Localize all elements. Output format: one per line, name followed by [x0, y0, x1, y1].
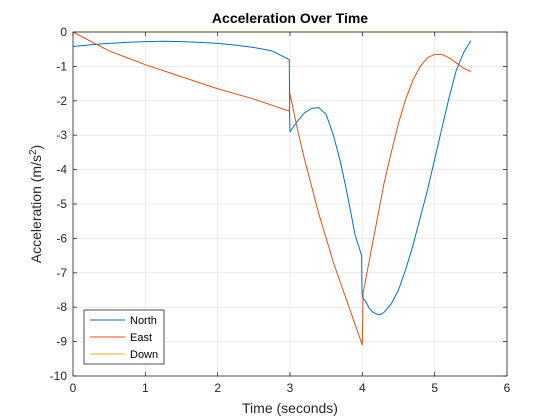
x-tick-label: 4 — [359, 381, 366, 395]
y-tick-label: -4 — [56, 163, 67, 177]
legend-label-north: North — [130, 315, 157, 327]
x-tick-label: 1 — [142, 381, 149, 395]
y-tick-label: -6 — [56, 231, 67, 245]
y-tick-label: -2 — [56, 94, 67, 108]
x-tick-label: 6 — [504, 381, 511, 395]
ticks: 0 1 2 3 4 5 6 0 -1 -2 -3 -4 -5 -6 -7 -8 -9 -10 — [50, 25, 511, 395]
legend: North East Down — [83, 309, 165, 365]
legend-label-down: Down — [130, 349, 158, 361]
y-axis-label-superscript: 2 — [28, 149, 39, 155]
x-tick-label: 3 — [287, 381, 294, 395]
series-line-north — [72, 40, 472, 316]
x-tick-label: 2 — [214, 381, 221, 395]
x-tick-label: 0 — [70, 381, 77, 395]
legend-label-east: East — [130, 332, 152, 344]
y-axis-label-main: Acceleration (m/s — [28, 155, 44, 263]
series-line-east — [72, 31, 472, 346]
y-axis-label: Acceleration (m/s2) — [28, 145, 44, 263]
y-tick-label: -1 — [56, 59, 67, 73]
y-tick-label: -9 — [56, 335, 67, 349]
x-tick-label: 5 — [431, 381, 438, 395]
y-tick-label: 0 — [60, 25, 67, 39]
y-tick-label: -5 — [56, 197, 67, 211]
y-tick-label: -7 — [56, 266, 67, 280]
y-axis-label-close: ) — [28, 145, 44, 150]
y-tick-label: -3 — [56, 128, 67, 142]
chart-title: Acceleration Over Time — [212, 10, 368, 26]
y-tick-label: -10 — [50, 369, 68, 383]
x-axis-label: Time (seconds) — [242, 400, 338, 416]
y-tick-label: -8 — [56, 300, 67, 314]
